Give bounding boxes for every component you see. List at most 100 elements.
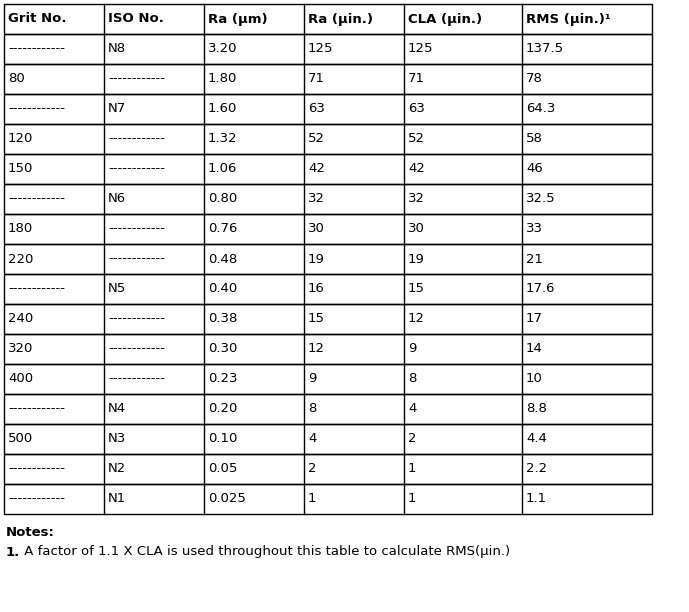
- Text: 21: 21: [526, 253, 543, 266]
- Text: 0.025: 0.025: [208, 493, 246, 506]
- Text: 14: 14: [526, 343, 543, 356]
- Text: N3: N3: [108, 433, 126, 446]
- Text: 0.23: 0.23: [208, 373, 238, 386]
- Text: 0.38: 0.38: [208, 313, 238, 326]
- Text: Ra (μm): Ra (μm): [208, 12, 267, 26]
- Text: 4: 4: [408, 403, 416, 416]
- Text: 52: 52: [308, 133, 325, 146]
- Text: 2: 2: [408, 433, 416, 446]
- Text: 8: 8: [308, 403, 316, 416]
- Text: A factor of 1.1 X CLA is used throughout this table to calculate RMS(μin.): A factor of 1.1 X CLA is used throughout…: [20, 545, 510, 559]
- Text: 16: 16: [308, 283, 325, 296]
- Text: ------------: ------------: [8, 102, 65, 116]
- Bar: [4, 154, 652, 184]
- Text: Notes:: Notes:: [6, 526, 55, 539]
- Text: 125: 125: [308, 42, 333, 56]
- Text: 12: 12: [308, 343, 325, 356]
- Text: 19: 19: [408, 253, 425, 266]
- Text: 32.5: 32.5: [526, 193, 555, 206]
- Bar: [4, 364, 652, 394]
- Text: 1.1: 1.1: [526, 493, 547, 506]
- Text: ------------: ------------: [108, 163, 165, 176]
- Text: 180: 180: [8, 223, 33, 236]
- Bar: [4, 4, 652, 34]
- Text: ------------: ------------: [8, 403, 65, 416]
- Text: 52: 52: [408, 133, 425, 146]
- Bar: [4, 244, 652, 274]
- Text: 240: 240: [8, 313, 33, 326]
- Text: N1: N1: [108, 493, 126, 506]
- Text: N6: N6: [108, 193, 126, 206]
- Text: 0.20: 0.20: [208, 403, 238, 416]
- Text: 220: 220: [8, 253, 33, 266]
- Text: 32: 32: [408, 193, 425, 206]
- Text: 1: 1: [308, 493, 316, 506]
- Text: 32: 32: [308, 193, 325, 206]
- Text: 125: 125: [408, 42, 433, 56]
- Text: 0.10: 0.10: [208, 433, 238, 446]
- Text: 0.48: 0.48: [208, 253, 237, 266]
- Text: 33: 33: [526, 223, 543, 236]
- Text: 320: 320: [8, 343, 33, 356]
- Text: 17: 17: [526, 313, 543, 326]
- Text: 500: 500: [8, 433, 33, 446]
- Text: 1: 1: [408, 493, 416, 506]
- Bar: [4, 64, 652, 94]
- Text: ------------: ------------: [108, 373, 165, 386]
- Text: Ra (μin.): Ra (μin.): [308, 12, 373, 26]
- Text: ------------: ------------: [8, 193, 65, 206]
- Text: ------------: ------------: [108, 313, 165, 326]
- Text: 150: 150: [8, 163, 33, 176]
- Text: N4: N4: [108, 403, 126, 416]
- Text: 3.20: 3.20: [208, 42, 238, 56]
- Text: N7: N7: [108, 102, 126, 116]
- Bar: [4, 484, 652, 514]
- Text: ------------: ------------: [108, 133, 165, 146]
- Text: 46: 46: [526, 163, 543, 176]
- Bar: [4, 274, 652, 304]
- Text: N5: N5: [108, 283, 126, 296]
- Bar: [4, 424, 652, 454]
- Text: 63: 63: [408, 102, 425, 116]
- Text: 78: 78: [526, 72, 543, 86]
- Text: 1.60: 1.60: [208, 102, 238, 116]
- Text: 80: 80: [8, 72, 25, 86]
- Text: 30: 30: [408, 223, 425, 236]
- Text: ------------: ------------: [8, 493, 65, 506]
- Text: 0.30: 0.30: [208, 343, 238, 356]
- Text: 9: 9: [408, 343, 416, 356]
- Text: ISO No.: ISO No.: [108, 12, 164, 26]
- Text: 10: 10: [526, 373, 543, 386]
- Text: 1.32: 1.32: [208, 133, 238, 146]
- Text: 0.80: 0.80: [208, 193, 237, 206]
- Bar: [4, 394, 652, 424]
- Text: 19: 19: [308, 253, 325, 266]
- Text: CLA (μin.): CLA (μin.): [408, 12, 482, 26]
- Bar: [4, 334, 652, 364]
- Text: ------------: ------------: [108, 343, 165, 356]
- Text: 63: 63: [308, 102, 325, 116]
- Bar: [4, 124, 652, 154]
- Text: 71: 71: [308, 72, 325, 86]
- Text: 1.06: 1.06: [208, 163, 238, 176]
- Text: 1.: 1.: [6, 545, 20, 559]
- Text: Grit No.: Grit No.: [8, 12, 67, 26]
- Text: ------------: ------------: [8, 463, 65, 476]
- Bar: [4, 214, 652, 244]
- Text: 1.80: 1.80: [208, 72, 238, 86]
- Text: 0.76: 0.76: [208, 223, 238, 236]
- Text: ------------: ------------: [108, 223, 165, 236]
- Text: N8: N8: [108, 42, 126, 56]
- Bar: [4, 34, 652, 64]
- Text: 42: 42: [408, 163, 425, 176]
- Text: 12: 12: [408, 313, 425, 326]
- Text: 1: 1: [408, 463, 416, 476]
- Text: 2: 2: [308, 463, 316, 476]
- Text: 71: 71: [408, 72, 425, 86]
- Text: 8.8: 8.8: [526, 403, 547, 416]
- Text: RMS (μin.)¹: RMS (μin.)¹: [526, 12, 610, 26]
- Text: 0.40: 0.40: [208, 283, 237, 296]
- Text: 9: 9: [308, 373, 316, 386]
- Text: 0.05: 0.05: [208, 463, 238, 476]
- Text: 8: 8: [408, 373, 416, 386]
